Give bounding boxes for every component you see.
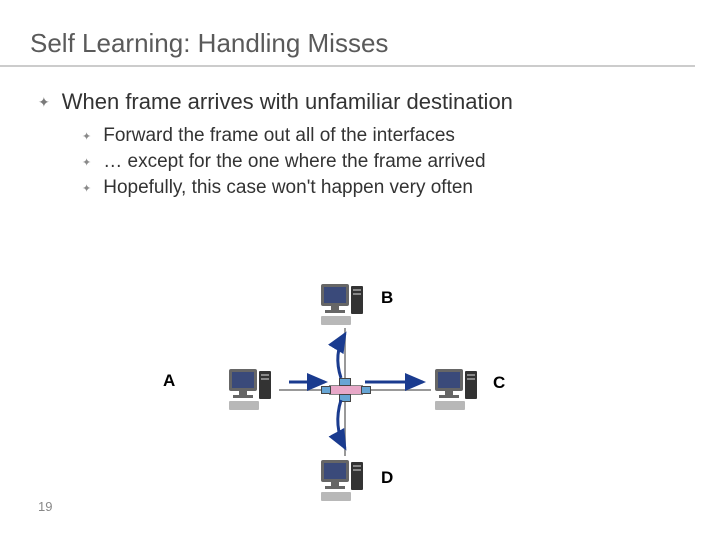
bullet-icon: ✦ xyxy=(82,182,91,195)
node-label-b: B xyxy=(381,288,393,308)
node-label-d: D xyxy=(381,468,393,488)
sub-bullet-text: Hopefully, this case won't happen very o… xyxy=(103,177,473,199)
node-label-c: C xyxy=(493,373,505,393)
bullet-icon: ✦ xyxy=(82,156,91,169)
computer-c-icon xyxy=(431,365,485,415)
computer-d-icon xyxy=(317,456,371,506)
sub-bullet-item: ✦ Forward the frame out all of the inter… xyxy=(82,125,720,147)
node-label-a: A xyxy=(163,371,175,391)
title-row: Self Learning: Handling Misses xyxy=(0,0,695,67)
sub-bullet-list: ✦ Forward the frame out all of the inter… xyxy=(0,115,720,199)
computer-a-icon xyxy=(225,365,279,415)
bullet-icon: ✦ xyxy=(82,130,91,143)
computer-b-icon xyxy=(317,280,371,330)
sub-bullet-text: Forward the frame out all of the interfa… xyxy=(103,125,455,147)
network-diagram: A B C D xyxy=(155,270,535,520)
main-bullet-row: ✦ When frame arrives with unfamiliar des… xyxy=(0,67,720,115)
sub-bullet-item: ✦ Hopefully, this case won't happen very… xyxy=(82,177,720,199)
bullet-icon: ✦ xyxy=(38,94,50,111)
main-bullet-text: When frame arrives with unfamiliar desti… xyxy=(62,89,513,115)
slide-title: Self Learning: Handling Misses xyxy=(30,28,695,59)
page-number: 19 xyxy=(38,499,52,514)
sub-bullet-item: ✦ … except for the one where the frame a… xyxy=(82,151,720,173)
sub-bullet-text: … except for the one where the frame arr… xyxy=(103,151,485,173)
